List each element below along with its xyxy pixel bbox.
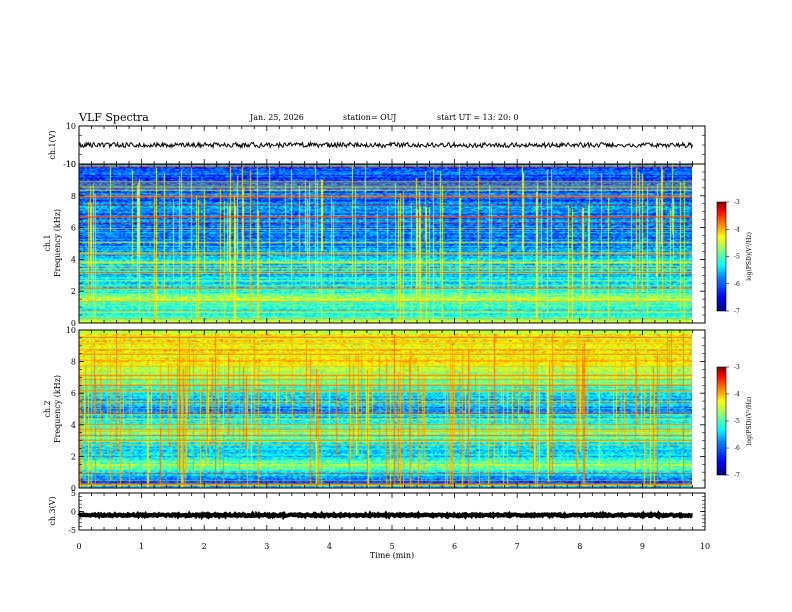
ch1-spec-ytick-label: 4 [71,255,76,264]
ch2-colorbar-tick-label: -6 [734,445,740,452]
ch1-spec-ytick-label: 10 [66,160,76,169]
ch2-colorbar-tick-label: -4 [734,391,740,398]
ch2-colorbar-tick-label: -7 [734,472,740,479]
ch1-wave-ylabel: ch.1(V) [48,130,57,159]
x-tick-label: 5 [389,542,394,551]
ch1-spec-ytick-label: 0 [71,319,76,328]
start-time-label: start UT = 13: 20: 0 [437,113,519,122]
ch1-trace [78,140,693,150]
ch1-spec-ylabel-line: Frequency (kHz) [53,209,62,277]
ch1-spec-ytick-label: 8 [71,192,76,201]
ch1-wave-ytick-label: 10 [66,122,76,131]
x-tick-label: 6 [452,542,457,551]
ch1-wave-ytick-label: -10 [63,160,76,169]
x-tick-label: 7 [515,542,520,551]
ch2-spec-ytick-label: 4 [71,421,76,430]
ch2-spec-ytick-label: 2 [71,452,76,461]
date-label: Jan. 25, 2026 [250,113,304,122]
ch1-colorbar-label-text: log(PSD)(V²/Hz) [746,232,753,281]
s2-spectrogram-image [79,330,692,488]
ch2-colorbar-label: log(PSD)(V²/Hz) [746,397,753,446]
ch1-colorbar-tick-label: -3 [734,199,740,206]
ch1-spec-ylabel-line: ch.1 [43,234,52,251]
x-tick-label: 4 [327,542,332,551]
station-label: station= OUJ [343,113,397,122]
ch1-colorbar-tick-label: -7 [734,308,740,315]
ch1-colorbar-tick-label: -6 [734,281,740,288]
ch2-spec-ylabel-line: ch.2 [43,400,52,417]
x-tick-label: 10 [700,542,710,551]
x-tick-label: 8 [577,542,582,551]
ch3-trace [77,510,693,521]
ch2-colorbar-label-text: log(PSD)(V²/Hz) [746,397,753,446]
ch2-spec-ytick-label: 10 [66,326,76,335]
ch3-wave-ytick-label: 0 [71,508,76,517]
ch2-spec-ylabel-line: Frequency (kHz) [53,375,62,443]
ch2-colorbar-tick-label: -5 [734,418,740,425]
x-tick-label: 0 [76,542,81,551]
ch1-colorbar-label: log(PSD)(V²/Hz) [746,232,753,281]
ch2-spec-ytick-label: 6 [71,389,76,398]
x-tick-label: 2 [202,542,207,551]
ch3-wave-ylabel: ch.3(V) [48,496,57,525]
ch1-colorbar-tick-label: -4 [734,226,740,233]
ch1-colorbar [716,201,727,312]
ch2-spec-ytick-label: 8 [71,358,76,367]
s1-spectrogram-image [79,164,692,323]
ch3-wave-ytick-label: -5 [68,526,76,535]
ch2-spec-ylabel: ch.2 Frequency (kHz) [43,375,62,443]
ch2-colorbar [716,366,727,476]
ch1-colorbar-tick-label: -5 [734,254,740,261]
ch3-wave-ylabel-line: ch.3(V) [48,496,57,525]
x-tick-label: 3 [264,542,269,551]
ch1-wave-ylabel-line: ch.1(V) [48,130,57,159]
x-axis-label: Time (min) [370,551,414,560]
x-tick-label: 9 [640,542,645,551]
w3-frame [78,492,706,531]
ch3-wave-ytick-label: 5 [71,489,76,498]
ch2-colorbar-tick-label: -3 [734,364,740,371]
figure-title: VLF Spectra [79,111,149,124]
ch1-spec-ytick-label: 2 [71,287,76,296]
x-tick-label: 1 [139,542,144,551]
ch2-spec-ytick-label: 0 [71,484,76,493]
ch1-spec-ytick-label: 6 [71,224,76,233]
ch1-spec-ylabel: ch.1 Frequency (kHz) [43,209,62,277]
